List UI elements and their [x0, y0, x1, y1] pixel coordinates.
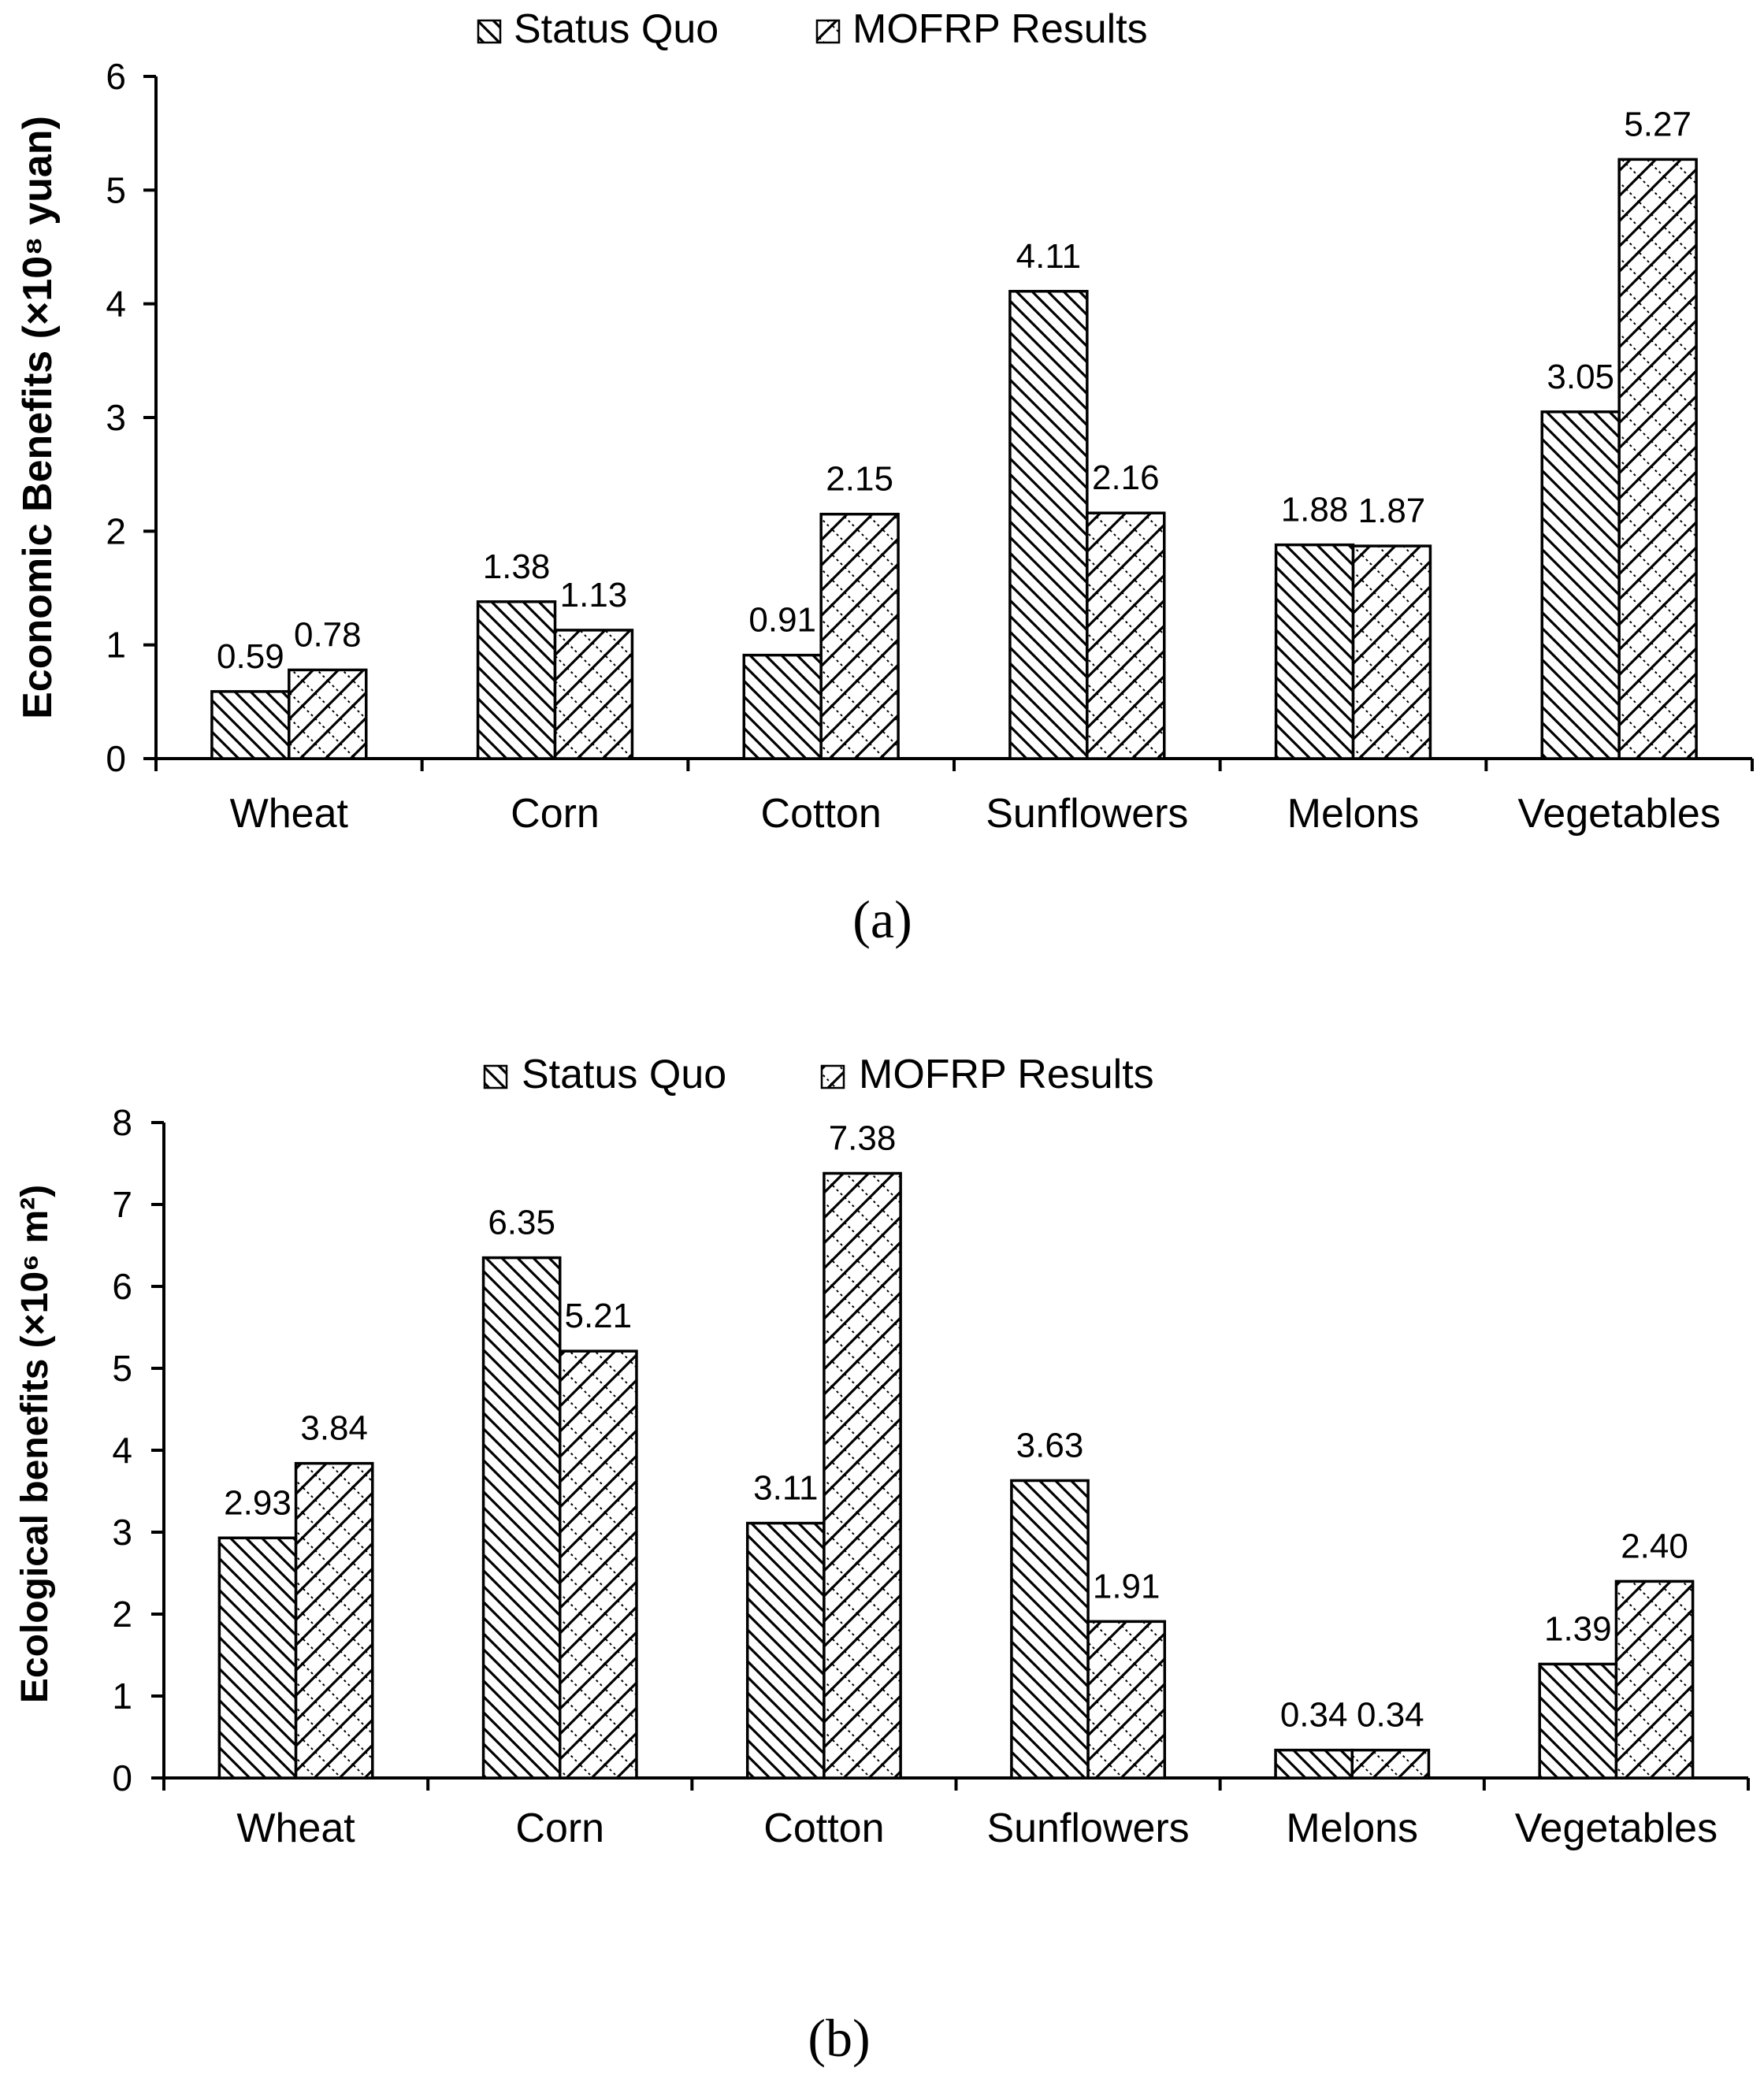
y-axis-title: Ecological benefits (×10⁶ m²)	[14, 1185, 56, 1703]
data-label-mofrp-results-vegetables: 5.27	[1624, 105, 1692, 143]
chart-panel-ecological: Status Quo MOFRP Results Ecological bene…	[14, 1052, 1750, 2068]
bar-status-quo-wheat	[217, 1536, 298, 1780]
figure-caption-a: (a)	[852, 889, 912, 949]
x-tick-label-cotton: Cotton	[761, 791, 882, 837]
bar-status-quo-cotton	[742, 653, 823, 760]
y-tick-label: 1	[112, 1676, 132, 1717]
bar-mofrp-results-vegetables	[1614, 1579, 1695, 1780]
y-axis-title: Economic Benefits (×10⁸ yuan)	[15, 116, 61, 719]
y-tick-label: 1	[106, 625, 126, 666]
legend-swatch-status-quo	[477, 19, 502, 44]
bar-status-quo-melons	[1274, 1748, 1354, 1780]
plot-area: 0 1 2 3 4 5 6 0.59 0.78 Wheat 1.381.13 Corn 0.91 2.15…	[106, 56, 1754, 837]
y-tick-label: 6	[106, 56, 126, 97]
data-label-status-quo-corn: 6.35	[488, 1204, 555, 1242]
bar-mofrp-results-wheat	[288, 668, 368, 760]
legend-swatch-mofrp	[820, 1064, 845, 1089]
bar-mofrp-results-cotton	[823, 1171, 902, 1780]
x-tick-label-corn: Corn	[515, 1806, 604, 1851]
data-label-mofrp-results-wheat: 3.84	[300, 1409, 368, 1448]
chart-panel-economic: Status Quo MOFRP Results Economic Benefi…	[15, 6, 1754, 949]
legend-label-status-quo: Status Quo	[514, 6, 719, 52]
data-label-mofrp-results-corn: 1.13	[560, 576, 628, 614]
y-tick-label: 6	[112, 1266, 132, 1307]
data-label-status-quo-vegetables: 1.39	[1544, 1609, 1612, 1648]
bar-status-quo-vegetables	[1540, 410, 1621, 760]
x-tick-label-cotton: Cotton	[763, 1806, 884, 1851]
y-tick-label: 8	[112, 1102, 132, 1143]
data-label-status-quo-wheat: 0.59	[217, 637, 284, 676]
x-tick-label-wheat: Wheat	[230, 791, 349, 837]
y-tick-label: 0	[112, 1757, 132, 1798]
legend-label-mofrp: MOFRP Results	[852, 6, 1148, 52]
data-label-status-quo-corn: 1.38	[483, 547, 551, 586]
data-label-mofrp-results-sunflowers: 1.91	[1093, 1567, 1161, 1605]
x-tick-label-sunflowers: Sunflowers	[986, 1806, 1189, 1851]
x-tick-label-melons: Melons	[1286, 1806, 1418, 1851]
legend-label-mofrp: MOFRP Results	[859, 1052, 1154, 1097]
y-tick-label: 4	[106, 284, 126, 325]
bar-mofrp-results-sunflowers	[1086, 1620, 1167, 1780]
data-label-mofrp-results-melons: 0.34	[1357, 1696, 1424, 1735]
data-label-mofrp-results-sunflowers: 2.16	[1092, 458, 1160, 497]
legend-swatch-status-quo	[483, 1064, 508, 1089]
y-tick-label: 3	[106, 397, 126, 438]
data-label-status-quo-cotton: 0.91	[748, 601, 816, 640]
data-label-mofrp-results-vegetables: 2.40	[1621, 1527, 1688, 1565]
data-label-mofrp-results-melons: 1.87	[1358, 492, 1426, 530]
y-tick-label: 2	[112, 1594, 132, 1635]
bar-status-quo-cotton	[745, 1521, 826, 1780]
bar-mofrp-results-sunflowers	[1086, 511, 1166, 760]
bar-mofrp-results-melons	[1351, 544, 1432, 760]
x-tick-label-vegetables: Vegetables	[1515, 1806, 1718, 1851]
bar-status-quo-sunflowers	[1010, 1479, 1090, 1780]
data-label-status-quo-sunflowers: 3.63	[1016, 1426, 1084, 1464]
bar-status-quo-sunflowers	[1008, 290, 1089, 760]
x-tick-label-wheat: Wheat	[236, 1806, 355, 1851]
y-tick-label: 0	[106, 738, 126, 779]
legend: Status Quo MOFRP Results	[483, 1052, 1154, 1097]
data-label-mofrp-results-cotton: 7.38	[829, 1119, 897, 1157]
y-tick-label: 5	[106, 169, 126, 210]
x-tick-label-vegetables: Vegetables	[1517, 791, 1720, 837]
legend: Status Quo MOFRP Results	[477, 6, 1148, 52]
data-label-status-quo-melons: 0.34	[1280, 1696, 1348, 1735]
x-tick-label-sunflowers: Sunflowers	[986, 791, 1188, 837]
y-tick-label: 2	[106, 510, 126, 551]
y-tick-label: 7	[112, 1184, 132, 1225]
data-label-mofrp-results-corn: 5.21	[565, 1297, 633, 1335]
bar-status-quo-wheat	[210, 690, 291, 760]
x-tick-label-melons: Melons	[1287, 791, 1420, 837]
legend-swatch-mofrp	[815, 19, 841, 44]
bar-status-quo-corn	[481, 1256, 562, 1780]
y-tick-label: 5	[112, 1348, 132, 1389]
bar-mofrp-results-vegetables	[1617, 158, 1698, 760]
bar-status-quo-vegetables	[1538, 1662, 1618, 1780]
data-label-status-quo-cotton: 3.11	[753, 1469, 818, 1508]
bar-mofrp-results-wheat	[294, 1461, 374, 1780]
bar-mofrp-results-cotton	[819, 512, 900, 760]
bar-mofrp-results-corn	[559, 1349, 638, 1780]
legend-label-status-quo: Status Quo	[522, 1052, 726, 1097]
data-label-status-quo-wheat: 2.93	[224, 1483, 292, 1522]
x-tick-label-corn: Corn	[511, 791, 600, 837]
plot-area: 0 1 2 3 4 5 6 7 8 2.933.84 Wheat 6.35 5.21 Corn 3.11 7.…	[112, 1102, 1750, 1851]
bar-status-quo-melons	[1274, 543, 1355, 760]
data-label-status-quo-sunflowers: 4.11	[1016, 237, 1081, 276]
data-label-status-quo-vegetables: 3.05	[1547, 358, 1614, 396]
y-tick-label: 3	[112, 1512, 132, 1553]
data-label-mofrp-results-cotton: 2.15	[826, 460, 893, 499]
y-tick-label: 4	[112, 1430, 132, 1471]
bar-mofrp-results-melons	[1350, 1748, 1431, 1780]
bar-status-quo-corn	[476, 600, 557, 760]
data-label-status-quo-melons: 1.88	[1281, 491, 1349, 529]
bar-mofrp-results-corn	[553, 629, 634, 760]
data-label-mofrp-results-wheat: 0.78	[294, 615, 362, 654]
figure-caption-b: (b)	[808, 2008, 870, 2068]
